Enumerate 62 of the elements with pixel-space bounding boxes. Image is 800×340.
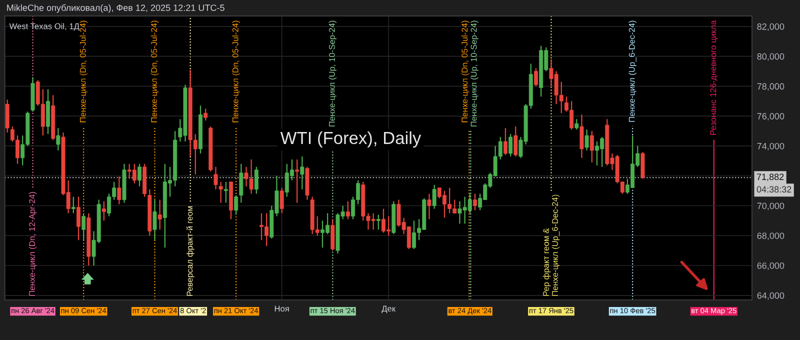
ref-line-label: Пенхе-цикл (Up, 10-Sep-24) <box>328 20 337 126</box>
y-tick-label: 64,000 <box>757 292 784 300</box>
y-tick-label: 80,000 <box>757 53 784 61</box>
candlestick <box>204 108 208 122</box>
candlestick <box>218 181 223 204</box>
candlestick <box>82 212 86 241</box>
candlestick <box>574 118 579 130</box>
y-tick-label: 68,000 <box>757 232 784 240</box>
candlestick <box>503 127 508 156</box>
x-tick-label: Дек <box>382 306 396 314</box>
ref-line-label: Пенхе-цикл (Dn, 05-Jul-24) <box>461 20 470 122</box>
ref-line-label: 71,882 <box>756 174 784 182</box>
candlestick <box>580 114 584 158</box>
x-tick-label: Ноя <box>274 306 289 312</box>
y-tick-label: 74,000 <box>757 142 784 150</box>
ref-line-label: Пенхе-цикл (Dn, 05-Jul-24) <box>80 20 88 122</box>
y-tick-label: 82,000 <box>757 23 784 31</box>
ref-line-label: Пенхе-цикл (Dn, 05-Jul-24) <box>150 20 159 122</box>
candlestick <box>514 126 518 157</box>
candlestick <box>346 200 350 220</box>
ref-line-label: Реверсал фракт-й геом <box>186 206 194 296</box>
text: WTI (Forex), Daily <box>280 131 422 148</box>
candlestick <box>158 199 162 230</box>
annotation: West Texas Oil, 1Д <box>9 23 80 31</box>
candlestick <box>224 181 228 204</box>
ref-line-label: Пенхе-цикл (Up_6-Dec-24) <box>628 20 636 122</box>
candlestick <box>640 151 645 180</box>
candlestick <box>5 99 10 134</box>
candlestick <box>534 68 538 87</box>
ref-line-label: Резонанс 126-дневного цикла <box>710 20 718 135</box>
candlestick <box>376 214 380 230</box>
candlestick <box>427 193 432 220</box>
ref-line-label: Пенхе-цикл (Dn, 12-Apr-24) <box>28 192 37 296</box>
candlestick <box>239 163 244 204</box>
y-tick-label: 78,000 <box>757 83 784 91</box>
text: MikleChe опубликовал(а), Фев 12, 2025 12:21 UTC-5 <box>7 4 224 13</box>
ref-line-label: Пенхе-цикл (Dn, 05-Jul-24) <box>232 20 240 122</box>
candlestick <box>295 158 300 204</box>
y-tick-label: 70,000 <box>757 202 784 210</box>
candlestick <box>214 166 218 190</box>
candlestick <box>590 130 594 163</box>
text: 04:38:32 <box>756 186 792 193</box>
candlestick <box>280 187 284 214</box>
y-tick-label: 76,000 <box>757 113 784 121</box>
candlestick <box>76 196 80 241</box>
candlestick <box>584 128 589 152</box>
candlestick <box>432 184 436 210</box>
ref-line-label: Пенхе-цикл (Up, 10-Sep-24) <box>470 20 478 126</box>
candlestick <box>152 199 157 241</box>
y-tick-label: 66,000 <box>757 262 784 270</box>
candlestick <box>254 166 258 194</box>
candlestick <box>56 127 60 152</box>
candlestick <box>71 196 76 214</box>
candlestick <box>234 194 238 216</box>
candlestick <box>472 193 477 211</box>
candlestick <box>300 156 304 190</box>
candlestick <box>102 200 106 222</box>
ref-line-label: Рер фракт геом & Пенхе-цикл (Up_6-Dec-24) <box>542 194 560 296</box>
candlestick <box>508 133 513 157</box>
candlestick <box>138 163 142 187</box>
candlestick <box>330 218 335 252</box>
candlestick <box>117 176 122 205</box>
